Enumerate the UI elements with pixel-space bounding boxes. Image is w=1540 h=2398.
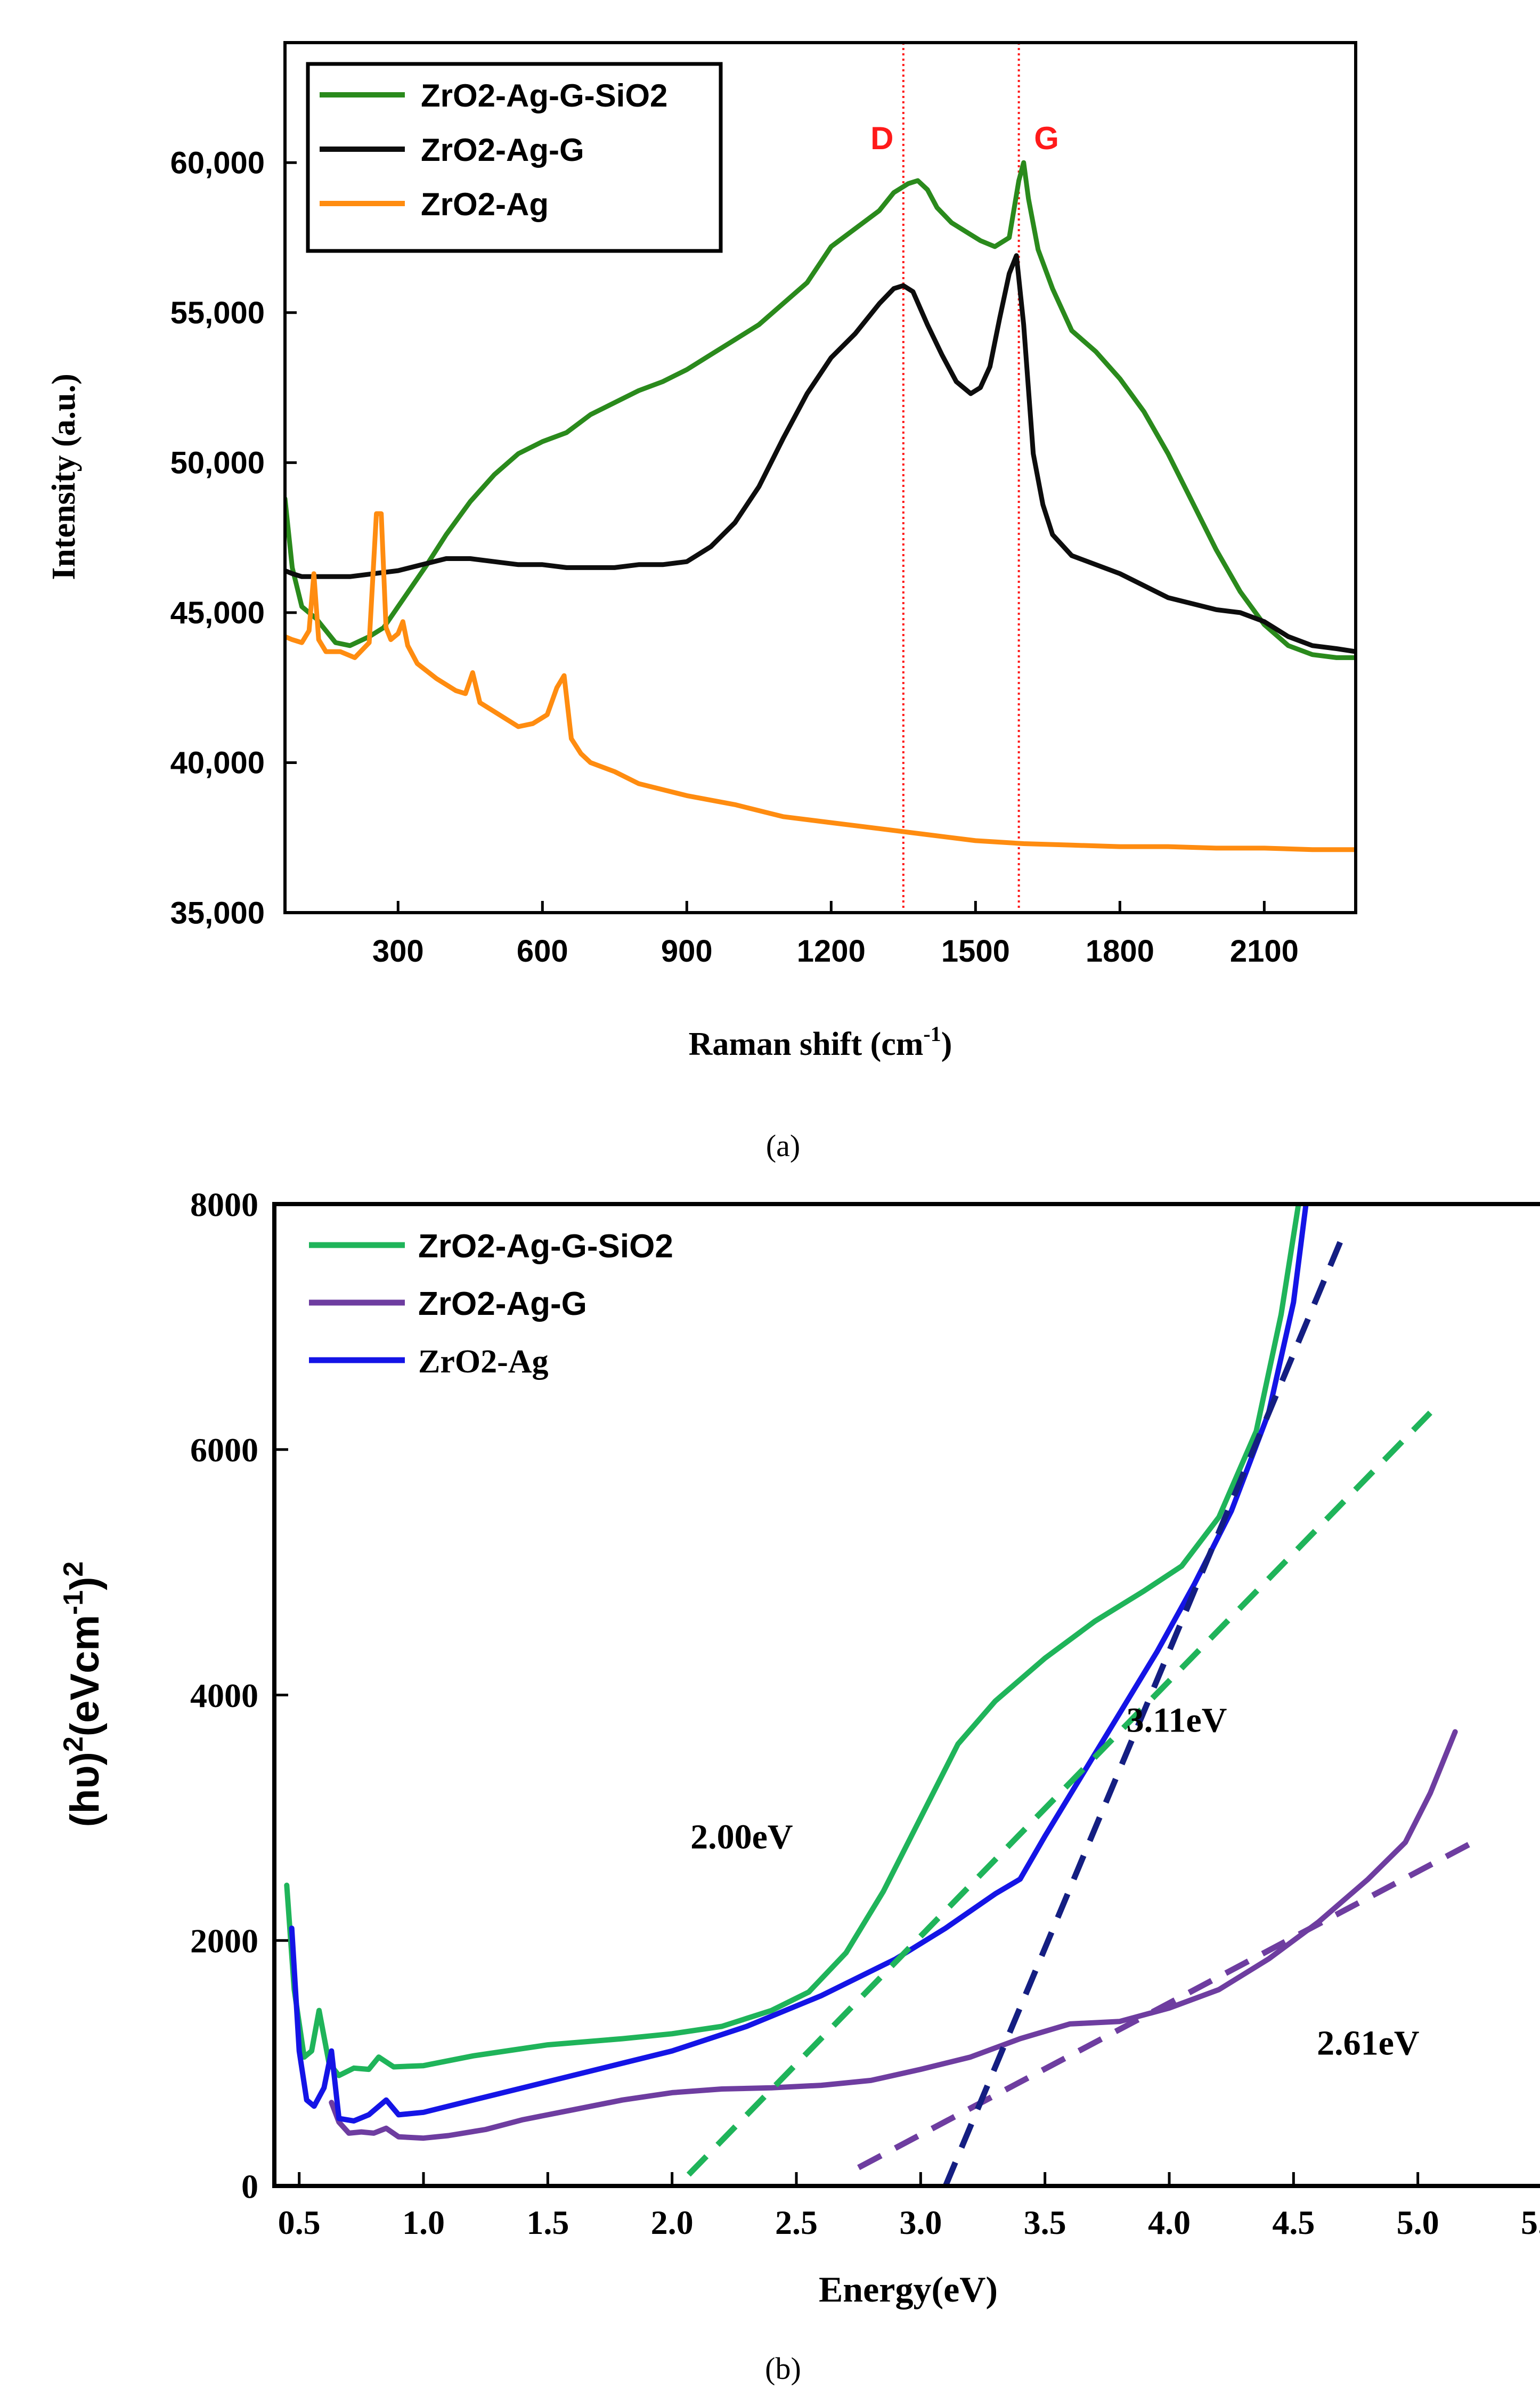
b-xtick-label-1: 1.0 [402, 2204, 445, 2241]
b-annotation-3-11ev: 3.11eV [1127, 1701, 1227, 1740]
a-ytick-label-35000: 35,000 [170, 896, 265, 930]
panel-b: 0.5 1.0 1.5 2.0 2.5 3.0 3.5 4.0 4.5 5.0 5.5 0 2000 40… [58, 1185, 1540, 2386]
a-ytick-label-45000: 45,000 [170, 596, 265, 630]
b-xtick-label-3: 3.0 [899, 2204, 942, 2241]
b-xtick-label-0-5: 0.5 [278, 2204, 321, 2241]
b-series-zro2-ag [289, 1204, 1309, 2124]
a-xtick-label-300: 300 [372, 934, 424, 969]
b-ytick-label-0: 0 [241, 2167, 258, 2205]
b-fit-line-3 [942, 1233, 1346, 2186]
panel-label-a: (a) [766, 1128, 800, 1163]
b-ytick-label-6000: 6000 [190, 1431, 258, 1469]
plot-a-frame [283, 41, 1357, 914]
legend-a-label-2: ZrO2-Ag-G [421, 132, 584, 168]
a-ytick-label-60000: 60,000 [170, 146, 265, 181]
b-ytick-label-8000: 8000 [190, 1185, 258, 1223]
a-peak-label-g: G [1034, 120, 1059, 156]
a-ytick-label-55000: 55,000 [170, 296, 265, 330]
a-ytick-label-50000: 50,000 [170, 446, 265, 481]
a-xtick-label-1500: 1500 [941, 934, 1010, 969]
x-axis-title-b: Energy(eV) [819, 2269, 998, 2310]
legend-a-label-3: ZrO2-Ag [421, 186, 549, 222]
a-ytick-label-40000: 40,000 [170, 746, 265, 781]
a-series-zro2-ag-g-sio2 [285, 160, 1356, 660]
b-fit-line-2 [857, 1836, 1481, 2171]
b-xtick-label-4-5: 4.5 [1272, 2204, 1315, 2241]
y-axis-title-a: Intensity (a.u.) [46, 373, 82, 580]
a-xtick-label-1800: 1800 [1086, 934, 1154, 969]
b-annotation-2-61ev: 2.61eV [1317, 2023, 1419, 2062]
legend-b-label-2: ZrO2-Ag-G [418, 1286, 587, 1322]
y-axis-title-b: (hυ)2(eVcm-1)2 [58, 1562, 108, 1827]
b-ytick-label-2000: 2000 [190, 1922, 258, 1960]
x-axis-title-a: Raman shift (cm-1) [689, 1022, 952, 1062]
b-xtick-label-2: 2.0 [651, 2204, 694, 2241]
legend-a-label-1: ZrO2-Ag-G-SiO2 [421, 78, 667, 113]
legend-a: ZrO2-Ag-G-SiO2 ZrO2-Ag-G ZrO2-Ag [306, 62, 723, 253]
b-xtick-label-5: 5.0 [1397, 2204, 1439, 2241]
a-series-zro2-ag [285, 511, 1356, 852]
a-xtick-label-2100: 2100 [1230, 934, 1299, 969]
a-xtick-label-900: 900 [661, 934, 713, 969]
b-series-zro2-ag-g [329, 1729, 1458, 2141]
legend-b: ZrO2-Ag-G-SiO2 ZrO2-Ag-G ZrO2-Ag [309, 1228, 673, 1380]
b-annotation-2-00ev: 2.00eV [690, 1817, 793, 1856]
legend-b-label-1: ZrO2-Ag-G-SiO2 [418, 1228, 673, 1265]
panel-a: D G 300 600 900 1200 1500 1800 2100 35,000 40,000… [46, 41, 1357, 1163]
a-peak-label-d: D [870, 120, 893, 156]
b-xtick-label-3-5: 3.5 [1024, 2204, 1066, 2241]
a-series-zro2-ag-g [285, 253, 1356, 654]
a-xtick-label-1200: 1200 [797, 934, 866, 969]
b-ytick-label-4000: 4000 [190, 1677, 258, 1714]
legend-b-label-3: ZrO2-Ag [418, 1344, 549, 1380]
b-xtick-label-5-5: 5.5 [1521, 2204, 1540, 2241]
panel-label-b: (b) [765, 2351, 801, 2386]
b-xtick-label-1-5: 1.5 [526, 2204, 569, 2241]
b-xtick-label-4: 4.0 [1148, 2204, 1191, 2241]
b-xtick-label-2-5: 2.5 [775, 2204, 818, 2241]
b-fit-line-1 [673, 1410, 1432, 2186]
a-xtick-label-600: 600 [517, 934, 568, 969]
